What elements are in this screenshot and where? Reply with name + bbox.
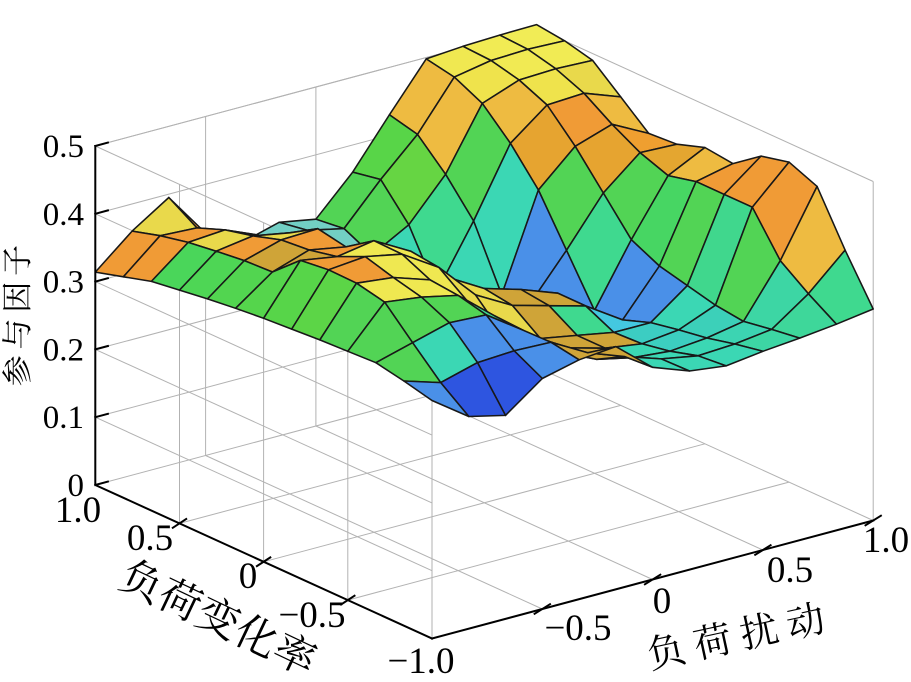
svg-text:0: 0 [653,581,672,622]
svg-text:0.5: 0.5 [767,550,813,591]
svg-text:0.5: 0.5 [127,518,173,559]
svg-text:1.0: 1.0 [55,490,101,531]
svg-text:−1.0: −1.0 [387,641,454,677]
svg-text:0.3: 0.3 [43,265,84,301]
svg-text:1.0: 1.0 [863,520,909,561]
svg-text:0: 0 [68,468,85,504]
svg-text:0.4: 0.4 [43,197,84,233]
svg-text:0: 0 [239,556,258,597]
svg-text:0.5: 0.5 [43,129,84,165]
svg-text:−0.5: −0.5 [278,595,345,636]
svg-text:0.2: 0.2 [43,332,84,368]
svg-text:0.1: 0.1 [43,400,84,436]
svg-text:−0.5: −0.5 [544,608,611,649]
